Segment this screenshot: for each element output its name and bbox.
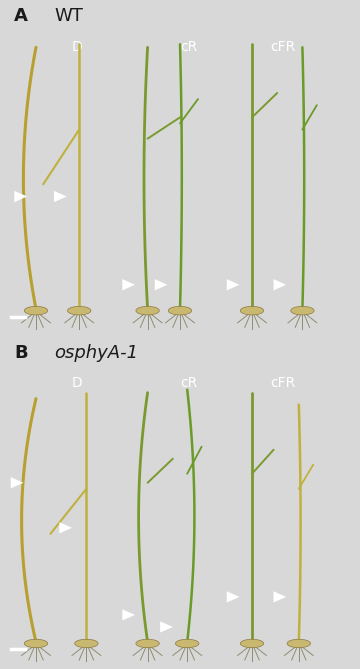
Text: cR: cR — [180, 39, 198, 54]
Text: A: A — [14, 7, 28, 25]
Ellipse shape — [136, 306, 159, 315]
Ellipse shape — [287, 640, 310, 648]
Text: cFR: cFR — [270, 376, 295, 390]
Polygon shape — [274, 279, 286, 290]
Text: B: B — [14, 344, 28, 361]
Polygon shape — [54, 191, 67, 202]
Ellipse shape — [75, 640, 98, 648]
Ellipse shape — [291, 306, 314, 315]
Polygon shape — [227, 591, 239, 603]
Text: WT: WT — [54, 7, 83, 25]
Polygon shape — [122, 279, 135, 290]
Polygon shape — [11, 477, 23, 488]
Ellipse shape — [168, 306, 192, 315]
Text: D: D — [72, 39, 83, 54]
Ellipse shape — [136, 640, 159, 648]
Polygon shape — [59, 522, 72, 533]
Text: D: D — [72, 376, 83, 390]
Ellipse shape — [240, 306, 264, 315]
Polygon shape — [155, 279, 167, 290]
Polygon shape — [14, 191, 27, 202]
Text: cR: cR — [180, 376, 198, 390]
Polygon shape — [122, 609, 135, 621]
Polygon shape — [227, 279, 239, 290]
Text: osphyA-1: osphyA-1 — [54, 344, 138, 361]
Ellipse shape — [176, 640, 199, 648]
Ellipse shape — [24, 306, 48, 315]
Polygon shape — [274, 591, 286, 603]
Text: cFR: cFR — [270, 39, 295, 54]
Ellipse shape — [240, 640, 264, 648]
Polygon shape — [160, 622, 173, 633]
Ellipse shape — [24, 640, 48, 648]
Ellipse shape — [68, 306, 91, 315]
